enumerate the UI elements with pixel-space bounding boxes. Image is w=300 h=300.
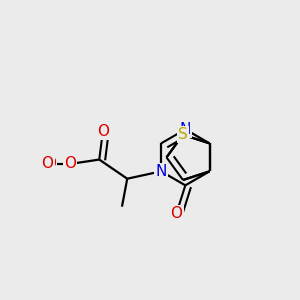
Text: O: O xyxy=(170,206,182,221)
Text: N: N xyxy=(155,164,167,179)
Text: O: O xyxy=(64,157,76,172)
Text: S: S xyxy=(178,127,188,142)
Text: O: O xyxy=(41,156,53,171)
Text: O: O xyxy=(97,124,109,139)
Text: O: O xyxy=(44,157,56,172)
Text: N: N xyxy=(180,122,191,137)
